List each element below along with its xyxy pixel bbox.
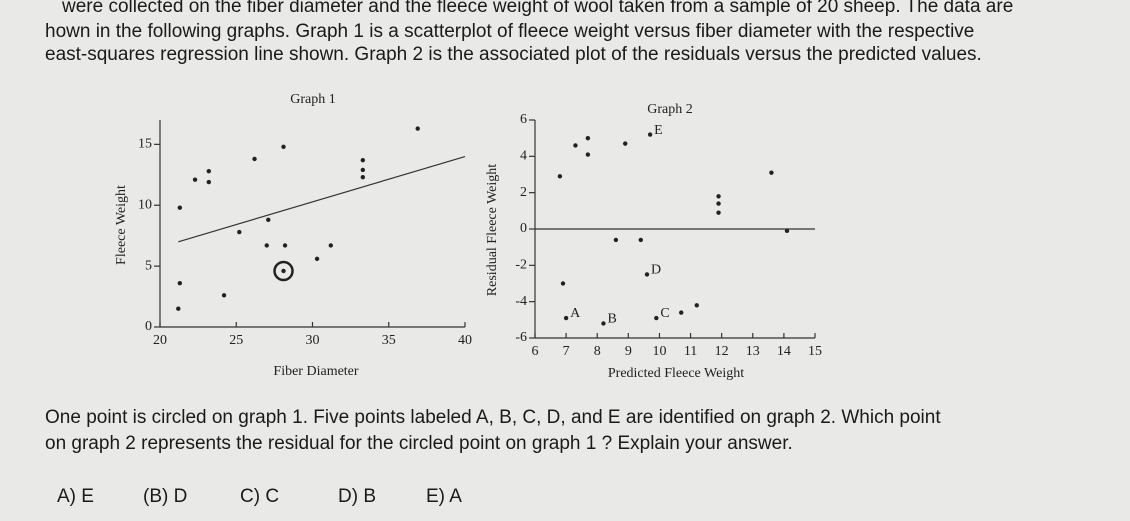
point-label: C [660, 306, 669, 321]
point [654, 315, 659, 321]
y-tick-label: -2 [515, 258, 527, 273]
y-tick-label: 4 [520, 149, 527, 164]
x-axis-label: Fiber Diameter [273, 364, 358, 379]
y-tick-label: -6 [515, 330, 527, 345]
chart-title: Graph 2 [647, 102, 693, 117]
point [694, 303, 699, 308]
y-axis-label: Residual Fleece Weight [485, 164, 500, 296]
intro-line: east-squares regression line shown. Grap… [45, 44, 982, 65]
circled-point [273, 260, 294, 282]
y-tick-label: 2 [520, 185, 527, 200]
y-tick-label: 0 [145, 319, 152, 334]
x-tick-label: 11 [684, 344, 697, 359]
x-tick-label: 10 [652, 344, 666, 359]
y-tick-label: 10 [138, 197, 152, 212]
x-tick-label: 25 [229, 333, 243, 348]
point-label: A [570, 306, 581, 321]
point [563, 315, 569, 321]
point [415, 126, 420, 131]
x-tick-label: 30 [306, 333, 320, 348]
intro-line: hown in the following graphs. Graph 1 is… [45, 21, 974, 42]
point [360, 157, 366, 163]
point-label: B [607, 312, 616, 327]
point [360, 167, 366, 173]
point [281, 144, 286, 149]
x-tick-label: 8 [594, 344, 601, 359]
intro-line: were collected on the fiber diameter and… [61, 0, 1013, 17]
point [314, 256, 320, 262]
point [638, 237, 643, 243]
point [716, 201, 721, 206]
point [206, 179, 211, 185]
y-tick-label: 5 [145, 258, 152, 273]
point [560, 281, 566, 286]
x-tick-label: 14 [777, 344, 791, 359]
point [177, 205, 183, 210]
point [360, 175, 366, 180]
point [716, 194, 721, 199]
y-tick-label: -4 [515, 294, 527, 309]
point [573, 143, 578, 148]
point [716, 210, 721, 215]
x-tick-label: 35 [382, 333, 396, 348]
point [281, 268, 286, 274]
point [601, 321, 606, 326]
point [206, 168, 211, 174]
point [647, 132, 653, 137]
x-axis-label: Predicted Fleece Weight [608, 366, 744, 381]
point [237, 229, 242, 235]
point [769, 170, 774, 175]
y-axis-label: Fleece Weight [114, 185, 129, 265]
option[interactable]: C) C [240, 486, 279, 507]
point [644, 272, 650, 277]
question-line: on graph 2 represents the residual for t… [45, 433, 793, 454]
x-tick-label: 7 [563, 344, 570, 359]
x-tick-label: 15 [808, 344, 822, 359]
option[interactable]: E) A [426, 486, 462, 507]
x-tick-label: 40 [458, 333, 472, 348]
y-tick-label: 6 [520, 112, 527, 127]
regression-line [178, 155, 466, 243]
point [264, 243, 269, 248]
point [282, 243, 288, 248]
point [557, 174, 563, 179]
point [585, 135, 591, 141]
x-tick-label: 12 [715, 344, 729, 359]
y-tick-label: 0 [520, 221, 527, 236]
point [613, 237, 619, 243]
point [585, 152, 591, 157]
point-label: E [654, 123, 663, 138]
option[interactable]: D) B [338, 486, 376, 507]
point [221, 293, 227, 298]
x-tick-label: 6 [532, 344, 539, 359]
point [176, 306, 181, 311]
option[interactable]: A) E [57, 486, 94, 507]
point [679, 310, 684, 315]
point [266, 217, 271, 223]
x-tick-label: 9 [625, 344, 632, 359]
point [177, 280, 183, 286]
y-tick-label: 15 [138, 137, 152, 152]
point-label: D [651, 263, 661, 278]
x-tick-label: 13 [746, 344, 760, 359]
chart-title: Graph 1 [290, 92, 336, 107]
question-line: One point is circled on graph 1. Five po… [45, 407, 941, 428]
point [252, 156, 257, 162]
point [192, 177, 198, 182]
option[interactable]: (B) D [143, 486, 187, 507]
point [784, 228, 790, 234]
x-tick-label: 20 [153, 333, 167, 348]
point [328, 243, 333, 248]
point [623, 141, 628, 146]
